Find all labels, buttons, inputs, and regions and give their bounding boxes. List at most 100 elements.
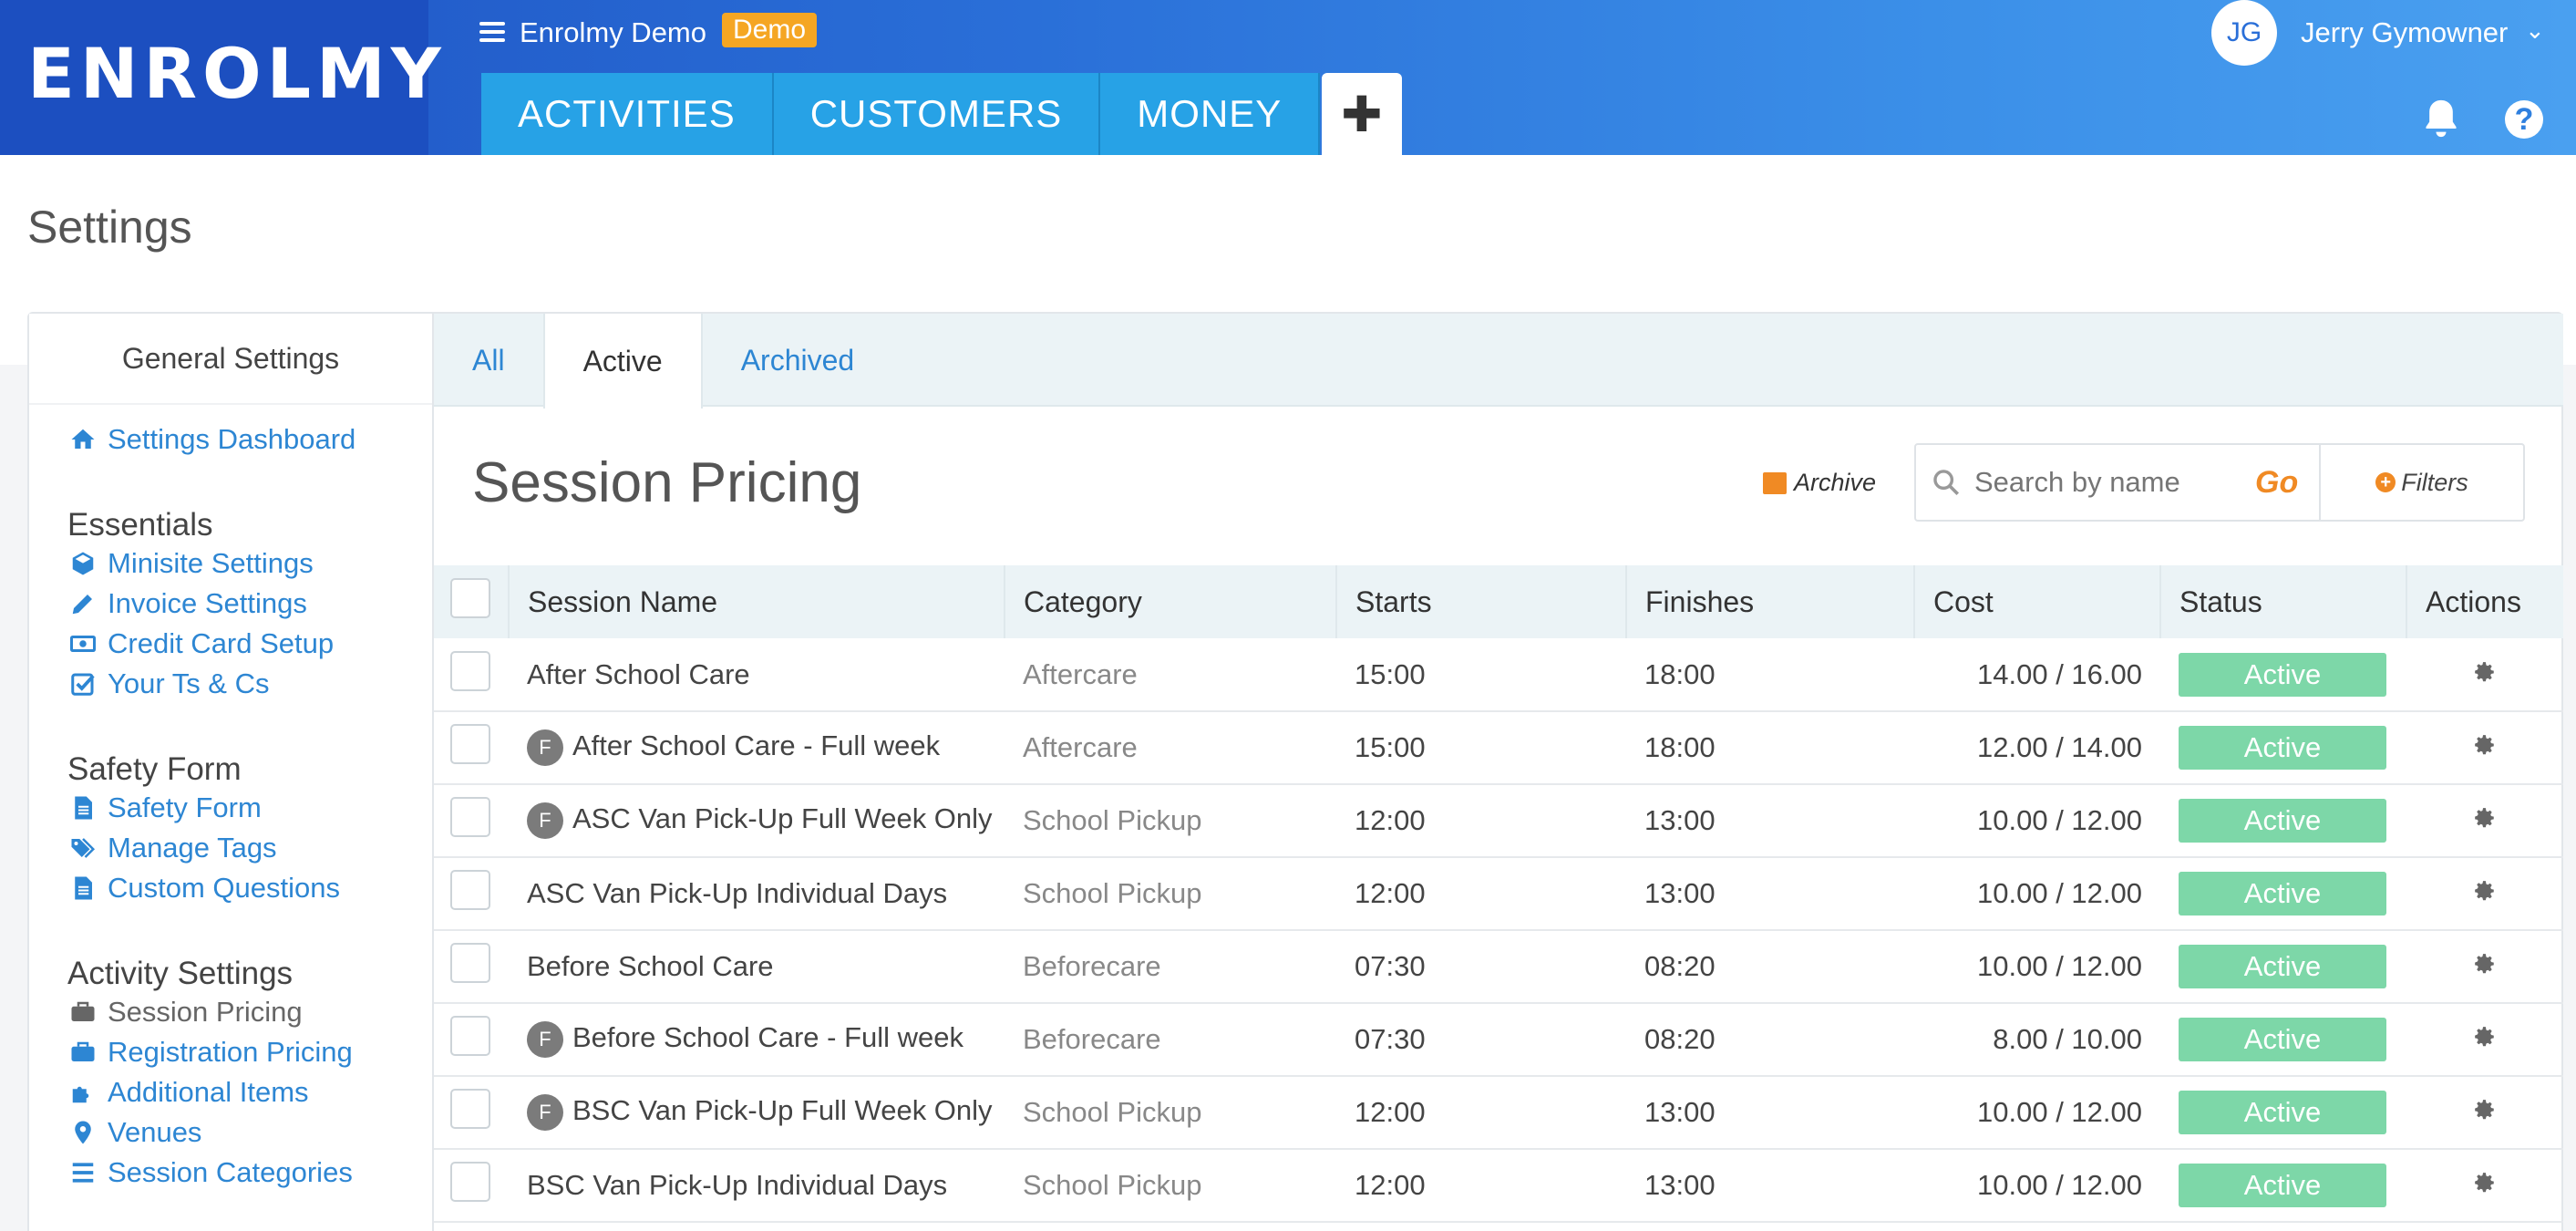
- row-checkbox[interactable]: [450, 943, 490, 983]
- sidebar-item-manage-tags[interactable]: Manage Tags: [29, 828, 432, 868]
- actions-cell: [2406, 1076, 2563, 1149]
- column-header-category[interactable]: Category: [1005, 565, 1336, 638]
- row-checkbox[interactable]: [450, 1089, 490, 1129]
- gear-icon[interactable]: [2473, 731, 2497, 755]
- status-badge: Active: [2179, 1091, 2386, 1134]
- row-checkbox[interactable]: [450, 1162, 490, 1202]
- chevron-down-icon[interactable]: ⌄: [2525, 16, 2545, 45]
- gear-icon[interactable]: [2473, 1096, 2497, 1120]
- row-checkbox[interactable]: [450, 651, 490, 691]
- gear-icon[interactable]: [2473, 804, 2497, 828]
- row-checkbox[interactable]: [450, 870, 490, 910]
- tab-archived[interactable]: Archived: [703, 314, 893, 407]
- row-checkbox[interactable]: [450, 724, 490, 764]
- nav-tab-customers[interactable]: CUSTOMERS: [774, 73, 1101, 155]
- organisation-name[interactable]: Enrolmy Demo: [520, 16, 706, 49]
- status-cell: Active: [2160, 857, 2406, 930]
- session-name: ASC Van Pick-Up Full Week Only: [572, 802, 993, 834]
- actions-cell: [2406, 1003, 2563, 1076]
- sidebar-item-session-pricing[interactable]: Session Pricing: [29, 992, 432, 1032]
- tab-all[interactable]: All: [434, 314, 543, 407]
- category-cell: Beforecare: [1005, 930, 1336, 1003]
- bell-icon[interactable]: [2421, 97, 2461, 140]
- sidebar-item-session-categories[interactable]: Session Categories: [29, 1153, 432, 1193]
- table-row[interactable]: F ASC Van Pick-Up Full Week Only School Pi…: [434, 784, 2563, 857]
- sidebar-item-registration-pricing[interactable]: Registration Pricing: [29, 1032, 432, 1072]
- finishes-cell: 13:00: [1626, 784, 1914, 857]
- table-row[interactable]: After School Care Aftercare 15:00 18:00 14.0…: [434, 638, 2563, 711]
- nav-tab-money[interactable]: MONEY: [1100, 73, 1320, 155]
- sidebar-item-ts-and-cs[interactable]: Your Ts & Cs: [29, 664, 432, 704]
- table-row[interactable]: F Before School Care - Full week Beforecar…: [434, 1003, 2563, 1076]
- gear-icon[interactable]: [2473, 1169, 2497, 1193]
- column-header-status[interactable]: Status: [2160, 565, 2406, 638]
- starts-cell: 12:00: [1336, 857, 1626, 930]
- row-checkbox[interactable]: [450, 797, 490, 837]
- sidebar-item-label: Venues: [108, 1116, 201, 1149]
- table-row[interactable]: BSC Van Pick-Up Individual Days School Pi…: [434, 1149, 2563, 1222]
- select-all-checkbox[interactable]: [450, 578, 490, 618]
- full-week-badge: F: [527, 1021, 563, 1058]
- session-pricing-table: Session Name Category Starts Finishes Co…: [434, 565, 2563, 1223]
- session-name-cell[interactable]: F ASC Van Pick-Up Full Week Only: [509, 784, 1005, 857]
- user-avatar[interactable]: JG: [2211, 0, 2277, 66]
- cube-icon: [67, 548, 98, 579]
- enrolmy-logo[interactable]: ENROLMY: [27, 33, 447, 114]
- nav-tab-activities[interactable]: ACTIVITIES: [481, 73, 774, 155]
- help-icon[interactable]: ?: [2505, 100, 2543, 139]
- sidebar-item-safety-form[interactable]: Safety Form: [29, 788, 432, 828]
- sidebar-item-venues[interactable]: Venues: [29, 1112, 432, 1153]
- full-week-badge: F: [527, 729, 563, 766]
- session-pricing-panel: All Active Archived Session Pricing Arch…: [434, 314, 2563, 1231]
- session-name-cell[interactable]: F After School Care - Full week: [509, 711, 1005, 784]
- session-name-cell[interactable]: BSC Van Pick-Up Individual Days: [509, 1149, 1005, 1222]
- archive-icon: [1763, 472, 1787, 494]
- actions-cell: [2406, 930, 2563, 1003]
- table-row[interactable]: F After School Care - Full week Aftercare 1…: [434, 711, 2563, 784]
- row-select-cell: [434, 857, 509, 930]
- column-header-session-name[interactable]: Session Name: [509, 565, 1005, 638]
- session-name-cell[interactable]: Before School Care: [509, 930, 1005, 1003]
- table-row[interactable]: Before School Care Beforecare 07:30 08:20 10…: [434, 930, 2563, 1003]
- table-row[interactable]: F BSC Van Pick-Up Full Week Only School Pi…: [434, 1076, 2563, 1149]
- hamburger-menu-icon[interactable]: [479, 22, 505, 42]
- archive-button[interactable]: Archive: [1763, 469, 1876, 497]
- column-header-starts[interactable]: Starts: [1336, 565, 1626, 638]
- user-name[interactable]: Jerry Gymowner: [2301, 16, 2508, 49]
- category-cell: Aftercare: [1005, 638, 1336, 711]
- search-input[interactable]: [1974, 466, 2248, 499]
- sidebar-item-invoice-settings[interactable]: Invoice Settings: [29, 584, 432, 624]
- column-header-cost[interactable]: Cost: [1914, 565, 2160, 638]
- sidebar-item-label: Registration Pricing: [108, 1036, 353, 1069]
- gear-icon[interactable]: [2473, 1023, 2497, 1047]
- tab-active[interactable]: Active: [543, 314, 703, 409]
- session-name-cell[interactable]: F BSC Van Pick-Up Full Week Only: [509, 1076, 1005, 1149]
- sidebar-item-label: Minisite Settings: [108, 547, 314, 580]
- sidebar-item-credit-card-setup[interactable]: Credit Card Setup: [29, 624, 432, 664]
- sidebar-item-label: Safety Form: [108, 791, 262, 824]
- map-marker-icon: [67, 1117, 98, 1148]
- sidebar-item-custom-questions[interactable]: Custom Questions: [29, 868, 432, 908]
- category-cell: Beforecare: [1005, 1003, 1336, 1076]
- gear-icon[interactable]: [2473, 658, 2497, 682]
- session-name-cell[interactable]: ASC Van Pick-Up Individual Days: [509, 857, 1005, 930]
- session-name-cell[interactable]: After School Care: [509, 638, 1005, 711]
- sidebar-item-minisite-settings[interactable]: Minisite Settings: [29, 543, 432, 584]
- go-button[interactable]: Go: [2255, 465, 2298, 501]
- add-new-button[interactable]: ✚: [1322, 73, 1402, 155]
- session-name-cell[interactable]: F Before School Care - Full week: [509, 1003, 1005, 1076]
- status-badge: Active: [2179, 1018, 2386, 1061]
- sidebar-item-settings-dashboard[interactable]: Settings Dashboard: [29, 419, 432, 460]
- logo-area[interactable]: ENROLMY: [0, 0, 428, 155]
- sidebar-item-additional-items[interactable]: Additional Items: [29, 1072, 432, 1112]
- category-cell: School Pickup: [1005, 784, 1336, 857]
- row-checkbox[interactable]: [450, 1016, 490, 1056]
- status-cell: Active: [2160, 638, 2406, 711]
- table-row[interactable]: ASC Van Pick-Up Individual Days School Pi…: [434, 857, 2563, 930]
- gear-icon[interactable]: [2473, 950, 2497, 974]
- filters-button[interactable]: + Filters: [2321, 445, 2523, 520]
- row-select-cell: [434, 1003, 509, 1076]
- starts-cell: 15:00: [1336, 638, 1626, 711]
- gear-icon[interactable]: [2473, 877, 2497, 901]
- column-header-finishes[interactable]: Finishes: [1626, 565, 1914, 638]
